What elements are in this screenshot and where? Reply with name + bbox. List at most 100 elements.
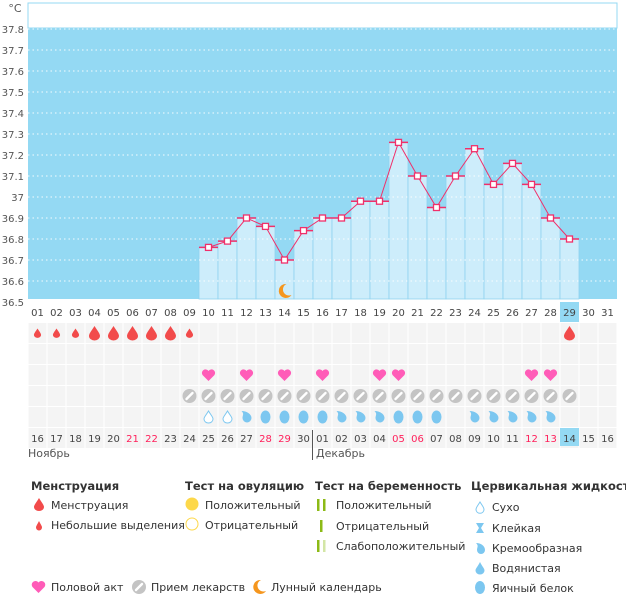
grid-cell[interactable] — [237, 323, 256, 343]
grid-cell[interactable] — [427, 344, 446, 364]
grid-cell[interactable] — [332, 365, 351, 385]
grid-cell[interactable] — [199, 344, 218, 364]
grid-cell[interactable] — [579, 407, 598, 427]
temperature-point[interactable] — [356, 197, 365, 205]
grid-cell[interactable] — [28, 407, 47, 427]
grid-cell[interactable] — [28, 428, 47, 448]
grid-cell[interactable] — [47, 428, 66, 448]
grid-cell[interactable] — [465, 428, 484, 448]
grid-cell[interactable] — [598, 407, 617, 427]
grid-cell[interactable] — [503, 365, 522, 385]
grid-cell[interactable] — [503, 344, 522, 364]
grid-cell[interactable] — [66, 407, 85, 427]
grid-cell[interactable] — [579, 344, 598, 364]
grid-cell[interactable] — [332, 323, 351, 343]
grid-cell[interactable] — [85, 407, 104, 427]
grid-cell[interactable] — [66, 344, 85, 364]
grid-cell[interactable] — [389, 323, 408, 343]
grid-cell[interactable] — [579, 365, 598, 385]
grid-cell[interactable] — [28, 365, 47, 385]
grid-cell[interactable] — [104, 386, 123, 406]
grid-cell[interactable] — [389, 428, 408, 448]
grid-cell[interactable] — [180, 344, 199, 364]
grid-cell[interactable] — [161, 365, 180, 385]
grid-cell[interactable] — [104, 407, 123, 427]
grid-cell[interactable] — [85, 386, 104, 406]
grid-cell[interactable] — [161, 407, 180, 427]
grid-cell[interactable] — [218, 428, 237, 448]
temperature-point[interactable] — [470, 145, 479, 153]
grid-cell[interactable] — [123, 344, 142, 364]
grid-cell[interactable] — [237, 344, 256, 364]
grid-cell[interactable] — [256, 344, 275, 364]
grid-cell[interactable] — [465, 365, 484, 385]
grid-cell[interactable] — [370, 344, 389, 364]
grid-cell[interactable] — [123, 428, 142, 448]
grid-cell[interactable] — [85, 365, 104, 385]
grid-cell[interactable] — [522, 323, 541, 343]
grid-cell[interactable] — [408, 428, 427, 448]
temperature-point[interactable] — [375, 197, 384, 205]
grid-cell[interactable] — [256, 428, 275, 448]
grid-cell[interactable] — [446, 323, 465, 343]
grid-cell[interactable] — [427, 365, 446, 385]
grid-cell[interactable] — [598, 428, 617, 448]
grid-cell[interactable] — [161, 386, 180, 406]
grid-cell[interactable] — [579, 428, 598, 448]
temperature-point[interactable] — [489, 180, 498, 189]
temperature-point[interactable] — [413, 172, 422, 180]
grid-cell[interactable] — [427, 323, 446, 343]
grid-cell[interactable] — [484, 344, 503, 364]
grid-cell[interactable] — [541, 323, 560, 343]
grid-cell[interactable] — [598, 386, 617, 406]
grid-cell[interactable] — [104, 365, 123, 385]
grid-cell[interactable] — [66, 365, 85, 385]
grid-cell[interactable] — [275, 323, 294, 343]
temperature-point[interactable] — [223, 237, 232, 245]
grid-cell[interactable] — [237, 428, 256, 448]
grid-cell[interactable] — [142, 344, 161, 364]
grid-cell[interactable] — [408, 365, 427, 385]
temperature-point[interactable] — [546, 214, 555, 222]
grid-cell[interactable] — [351, 428, 370, 448]
grid-cell[interactable] — [180, 407, 199, 427]
grid-cell[interactable] — [484, 323, 503, 343]
grid-cell[interactable] — [351, 365, 370, 385]
grid-cell[interactable] — [503, 323, 522, 343]
temperature-point[interactable] — [261, 222, 270, 231]
grid-cell[interactable] — [66, 428, 85, 448]
grid-cell[interactable] — [332, 428, 351, 448]
grid-cell[interactable] — [408, 323, 427, 343]
grid-cell[interactable] — [560, 407, 579, 427]
grid-cell[interactable] — [503, 428, 522, 448]
grid-cell[interactable] — [389, 344, 408, 364]
grid-cell[interactable] — [104, 344, 123, 364]
temperature-point[interactable] — [299, 226, 308, 235]
grid-cell[interactable] — [465, 344, 484, 364]
grid-cell[interactable] — [313, 428, 332, 448]
grid-cell[interactable] — [522, 344, 541, 364]
grid-cell[interactable] — [370, 428, 389, 448]
temperature-point[interactable] — [451, 172, 460, 180]
temperature-point[interactable] — [204, 243, 213, 252]
grid-cell[interactable] — [598, 365, 617, 385]
temperature-point[interactable] — [242, 214, 251, 222]
grid-cell[interactable] — [313, 323, 332, 343]
grid-cell[interactable] — [161, 428, 180, 448]
grid-cell[interactable] — [47, 365, 66, 385]
grid-cell[interactable] — [142, 365, 161, 385]
grid-cell[interactable] — [47, 386, 66, 406]
grid-cell[interactable] — [541, 428, 560, 448]
grid-cell[interactable] — [123, 365, 142, 385]
grid-cell[interactable] — [104, 428, 123, 448]
grid-cell[interactable] — [294, 323, 313, 343]
grid-cell[interactable] — [28, 344, 47, 364]
grid-cell[interactable] — [180, 365, 199, 385]
grid-cell[interactable] — [598, 323, 617, 343]
grid-cell[interactable] — [256, 323, 275, 343]
grid-cell[interactable] — [332, 344, 351, 364]
grid-cell[interactable] — [294, 428, 313, 448]
grid-cell[interactable] — [427, 428, 446, 448]
grid-cell[interactable] — [484, 365, 503, 385]
grid-cell[interactable] — [180, 428, 199, 448]
